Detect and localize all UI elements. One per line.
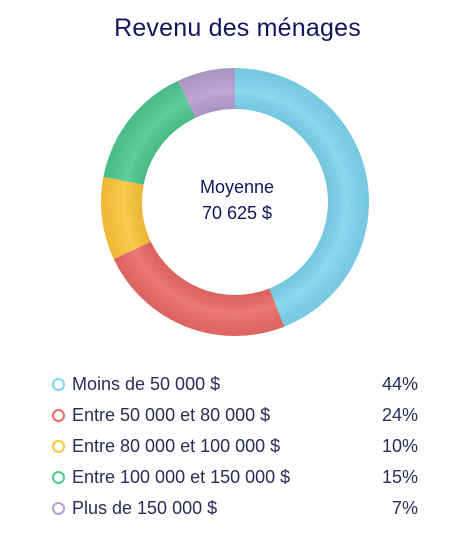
- legend-item: Moins de 50 000 $ 44%: [52, 369, 418, 400]
- legend-value: 24%: [381, 405, 418, 425]
- donut-chart: [100, 68, 369, 336]
- chart-legend: Moins de 50 000 $ 44% Entre 50 000 et 80…: [52, 369, 418, 524]
- legend-item: Entre 100 000 et 150 000 $ 15%: [52, 462, 418, 493]
- legend-swatch-icon: [52, 378, 65, 391]
- legend-value: 44%: [381, 374, 418, 394]
- legend-swatch-icon: [52, 502, 65, 515]
- legend-value: 15%: [381, 467, 418, 487]
- center-label-value: 70 625 $: [201, 203, 273, 223]
- center-label: Moyenne 70 625 $: [137, 174, 337, 226]
- ring-shading: [101, 68, 369, 336]
- legend-item: Entre 50 000 et 80 000 $ 24%: [52, 400, 418, 431]
- legend-swatch-icon: [52, 409, 65, 422]
- legend-label: Entre 80 000 et 100 000 $: [72, 436, 281, 456]
- legend-label: Entre 50 000 et 80 000 $: [72, 405, 271, 425]
- legend-label: Moins de 50 000 $: [72, 374, 221, 394]
- legend-item: Entre 80 000 et 100 000 $ 10%: [52, 431, 418, 462]
- legend-swatch-icon: [52, 440, 65, 453]
- legend-swatch-icon: [52, 471, 65, 484]
- legend-value: 10%: [381, 436, 418, 456]
- legend-value: 7%: [391, 498, 418, 518]
- chart-title: Revenu des ménages: [114, 14, 361, 42]
- legend-item: Plus de 150 000 $ 7%: [52, 493, 418, 524]
- legend-label: Entre 100 000 et 150 000 $: [72, 467, 291, 487]
- center-label-title: Moyenne: [199, 177, 275, 197]
- legend-label: Plus de 150 000 $: [72, 498, 218, 518]
